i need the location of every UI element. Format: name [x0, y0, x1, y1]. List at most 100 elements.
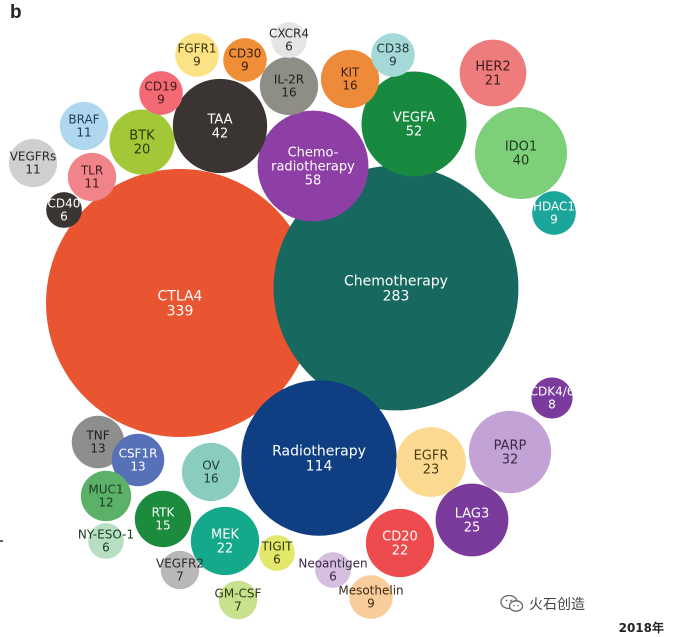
bubble-cd38-value: 9: [389, 55, 397, 69]
bubble-cd30-label: CD30: [229, 47, 262, 61]
bubble-gm-csf-value: 7: [234, 600, 242, 614]
bubble-ny-eso-1-circle: [88, 523, 124, 559]
bubble-ctla4-circle: [46, 169, 314, 437]
bubble-mek-circle: [190, 506, 260, 576]
panel-label: b: [10, 2, 22, 23]
bubble-braf-value: 11: [76, 126, 91, 140]
bubble-btk-label: BTK: [129, 129, 155, 144]
bubble-ido1-value: 40: [513, 154, 530, 169]
bubble-braf-label: BRAF: [68, 113, 99, 127]
watermark: 火石创造: [500, 594, 585, 614]
bubble-hdac1-value: 9: [550, 213, 558, 227]
bubble-parp-circle: [468, 410, 552, 494]
bubble-csf1r-value: 13: [130, 460, 145, 474]
bubble-cd19-label: CD19: [145, 80, 178, 94]
bubble-ny-eso-1-value: 6: [102, 541, 110, 555]
bubble-mesothelin-value: 9: [367, 597, 375, 611]
bubble-vegfr2-label: VEGFR2: [156, 557, 204, 571]
bubble-cd40-circle: [46, 192, 82, 228]
bubble-cd38-circle: [371, 33, 415, 77]
bubble-tnf-label: TNF: [85, 429, 109, 443]
bubble-gm-csf-circle: [218, 580, 258, 620]
bubble-cdk4-6-value: 8: [548, 398, 556, 412]
bubble-chemo-radiotherapy-label: Chemo-: [288, 146, 339, 161]
footer-year: 2018年: [618, 621, 664, 635]
bubble-mek-label: MEK: [211, 528, 239, 543]
bubble-her2-value: 21: [485, 74, 502, 89]
bubble-taa-value: 42: [212, 127, 229, 142]
bubble-kit-circle: [320, 49, 380, 109]
bubble-ctla4-label: CTLA4: [158, 288, 203, 304]
bubble-chemotherapy-value: 283: [383, 288, 410, 304]
bubble-cd38-label: CD38: [377, 42, 410, 56]
bubble-lag3-circle: [435, 483, 509, 557]
bubble-mesothelin-label: Mesothelin: [338, 584, 403, 598]
bubble-radiotherapy-circle: [241, 380, 397, 536]
bubble-radiotherapy-value: 114: [306, 458, 333, 474]
bubble-ido1-circle: [474, 106, 568, 200]
bubble-tigit-label: TIGIT: [260, 540, 293, 554]
bubble-her2-circle: [459, 39, 527, 107]
bubble-cxcr4-value: 6: [285, 40, 293, 54]
bubble-tigit-circle: [259, 535, 295, 571]
bubble-radiotherapy-label: Radiotherapy: [272, 443, 366, 459]
bubble-cd40-value: 6: [60, 210, 68, 224]
bubble-lag3-value: 25: [464, 521, 481, 536]
bubble-her2-label: HER2: [475, 60, 510, 75]
bubble-chemotherapy-label: Chemotherapy: [344, 273, 448, 289]
bubble-egfr-value: 23: [423, 463, 440, 478]
bubble-cdk4-6: CDK4/68: [530, 377, 574, 419]
bubble-cxcr4-label: CXCR4: [269, 27, 309, 41]
bubble-il-2r-label: IL-2R: [274, 73, 304, 87]
bubble-rtk-value: 15: [155, 519, 170, 533]
bubble-vegfa-circle: [361, 71, 467, 177]
bubble-cd30-circle: [223, 38, 267, 82]
bubble-tigit-value: 6: [273, 553, 281, 567]
bubble-fgfr1-label: FGFR1: [177, 42, 216, 56]
bubble-muc1-value: 12: [98, 496, 113, 510]
bubble-cd20-circle: [365, 508, 435, 578]
bubble-tnf-value: 13: [90, 442, 105, 456]
bubble-vegfrs-circle: [8, 138, 58, 188]
bubble-cd30-value: 9: [241, 60, 249, 74]
bubble-vegfa-value: 52: [406, 125, 423, 140]
watermark-text: 火石创造: [529, 597, 585, 613]
bubble-fgfr1-circle: [175, 33, 219, 77]
bubble-taa-label: TAA: [206, 113, 232, 128]
bubble-lag3-label: LAG3: [455, 507, 490, 522]
bubble-vegfrs-value: 11: [25, 163, 40, 177]
bubble-ny-eso-1: NY-ESO-16: [78, 523, 134, 559]
bubble-cd40-label: CD40: [48, 197, 81, 211]
bubble-il-2r-value: 16: [281, 86, 296, 100]
bubble-il-2r-circle: [259, 56, 319, 116]
bubble-ov-value: 16: [203, 472, 218, 486]
bubble-egfr-circle: [396, 427, 466, 497]
bubble-chemotherapy-circle: [273, 165, 519, 411]
